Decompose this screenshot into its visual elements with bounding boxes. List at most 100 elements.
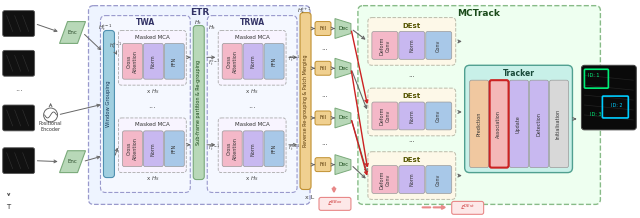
Text: TWA: TWA (136, 18, 155, 27)
FancyBboxPatch shape (118, 31, 186, 85)
FancyBboxPatch shape (100, 16, 190, 192)
Text: Norm: Norm (251, 54, 255, 68)
Text: Deform
Conv: Deform Conv (380, 36, 390, 54)
Text: Dec: Dec (339, 116, 349, 120)
Text: FFN: FFN (172, 57, 177, 66)
FancyBboxPatch shape (3, 148, 35, 174)
Text: ...: ... (248, 100, 256, 109)
Text: Fill: Fill (319, 26, 326, 31)
FancyBboxPatch shape (315, 158, 331, 172)
Text: Norm: Norm (410, 39, 414, 52)
Text: Positional
Encoder: Positional Encoder (39, 121, 62, 132)
Text: Enc: Enc (68, 30, 77, 35)
FancyBboxPatch shape (3, 105, 35, 131)
FancyBboxPatch shape (470, 80, 488, 168)
FancyBboxPatch shape (368, 88, 456, 136)
FancyBboxPatch shape (243, 131, 263, 167)
Text: ...: ... (408, 72, 415, 78)
FancyBboxPatch shape (315, 111, 331, 125)
FancyBboxPatch shape (3, 50, 35, 76)
Text: $H_t^{t+1}$: $H_t^{t+1}$ (296, 5, 312, 16)
Text: Fill: Fill (319, 162, 326, 167)
Text: ID: 1: ID: 1 (588, 73, 599, 78)
Text: Sub-frame partition & Re-grouping: Sub-frame partition & Re-grouping (196, 60, 201, 145)
Text: $F_t^{t-1}$: $F_t^{t-1}$ (288, 142, 300, 153)
FancyBboxPatch shape (164, 43, 184, 79)
FancyBboxPatch shape (207, 16, 297, 192)
FancyBboxPatch shape (550, 80, 568, 168)
Polygon shape (335, 19, 351, 38)
FancyBboxPatch shape (222, 131, 242, 167)
FancyBboxPatch shape (490, 80, 509, 168)
Text: Masked MCA: Masked MCA (135, 35, 170, 40)
Text: FFN: FFN (271, 57, 276, 66)
Text: x $H_S$: x $H_S$ (245, 87, 259, 95)
Text: ID: 3: ID: 3 (589, 112, 601, 118)
Text: Cross
Attention: Cross Attention (127, 137, 138, 160)
FancyBboxPatch shape (368, 152, 456, 199)
FancyBboxPatch shape (3, 11, 35, 36)
FancyBboxPatch shape (465, 65, 572, 173)
Text: $F_t^{t-1}$: $F_t^{t-1}$ (208, 142, 221, 153)
Text: Tracker: Tracker (502, 69, 534, 78)
Text: Enc: Enc (68, 159, 77, 164)
FancyBboxPatch shape (426, 166, 452, 193)
Text: $H_t$: $H_t$ (195, 18, 202, 27)
FancyBboxPatch shape (372, 166, 398, 193)
FancyBboxPatch shape (315, 61, 331, 75)
FancyBboxPatch shape (399, 31, 425, 59)
FancyBboxPatch shape (426, 102, 452, 130)
Text: Norm: Norm (410, 173, 414, 186)
Text: Association: Association (496, 110, 501, 138)
FancyBboxPatch shape (88, 6, 310, 204)
Text: Update: Update (516, 115, 521, 133)
Text: Dec: Dec (339, 26, 349, 31)
Text: Norm: Norm (151, 142, 156, 156)
FancyBboxPatch shape (122, 43, 142, 79)
Text: Masked MCA: Masked MCA (235, 35, 269, 40)
Text: $H_t$: $H_t$ (209, 23, 216, 32)
FancyBboxPatch shape (222, 43, 242, 79)
Text: Dec: Dec (339, 162, 349, 167)
Text: Reverse Re-grouping & Patch Merging: Reverse Re-grouping & Patch Merging (303, 55, 308, 147)
FancyBboxPatch shape (118, 118, 186, 173)
FancyBboxPatch shape (243, 43, 263, 79)
Text: ...: ... (322, 140, 328, 146)
Text: Dec: Dec (339, 66, 349, 71)
Text: ...: ... (408, 137, 415, 143)
FancyBboxPatch shape (372, 102, 398, 130)
FancyBboxPatch shape (143, 131, 163, 167)
Polygon shape (335, 58, 351, 78)
Text: $H_t^{t-1}$: $H_t^{t-1}$ (98, 22, 113, 33)
Text: Prediction: Prediction (476, 112, 481, 136)
Text: $H_t^{t-1}$: $H_t^{t-1}$ (109, 40, 122, 51)
Text: $\mathcal{L}^{BBox}$: $\mathcal{L}^{BBox}$ (327, 199, 343, 208)
Text: Masked MCA: Masked MCA (135, 122, 170, 127)
FancyBboxPatch shape (399, 102, 425, 130)
Text: Deform
Conv: Deform Conv (380, 170, 390, 189)
Text: $F_t^{t-1}$: $F_t^{t-1}$ (208, 57, 221, 68)
Text: ...: ... (148, 100, 156, 109)
Text: ...: ... (322, 92, 328, 98)
Text: DEst: DEst (403, 157, 421, 163)
Text: TRWA: TRWA (239, 18, 265, 27)
Text: Conv: Conv (436, 173, 441, 186)
FancyBboxPatch shape (581, 65, 636, 130)
Text: Norm: Norm (151, 54, 156, 68)
Text: Window Grouping: Window Grouping (106, 81, 111, 127)
FancyBboxPatch shape (372, 31, 398, 59)
Text: FFN: FFN (271, 144, 276, 153)
Text: Cross
Attention: Cross Attention (227, 137, 237, 160)
Text: FFN: FFN (172, 144, 177, 153)
Text: Norm: Norm (251, 142, 255, 156)
Text: Detection: Detection (536, 112, 541, 136)
Text: Fill: Fill (319, 66, 326, 71)
Text: ETR: ETR (189, 8, 209, 17)
FancyBboxPatch shape (426, 31, 452, 59)
FancyBboxPatch shape (193, 26, 204, 180)
Text: Deform
Conv: Deform Conv (380, 107, 390, 125)
Text: Conv: Conv (436, 39, 441, 52)
FancyBboxPatch shape (509, 80, 529, 168)
Text: x $H_S$: x $H_S$ (146, 174, 159, 183)
Text: ...: ... (322, 45, 328, 51)
